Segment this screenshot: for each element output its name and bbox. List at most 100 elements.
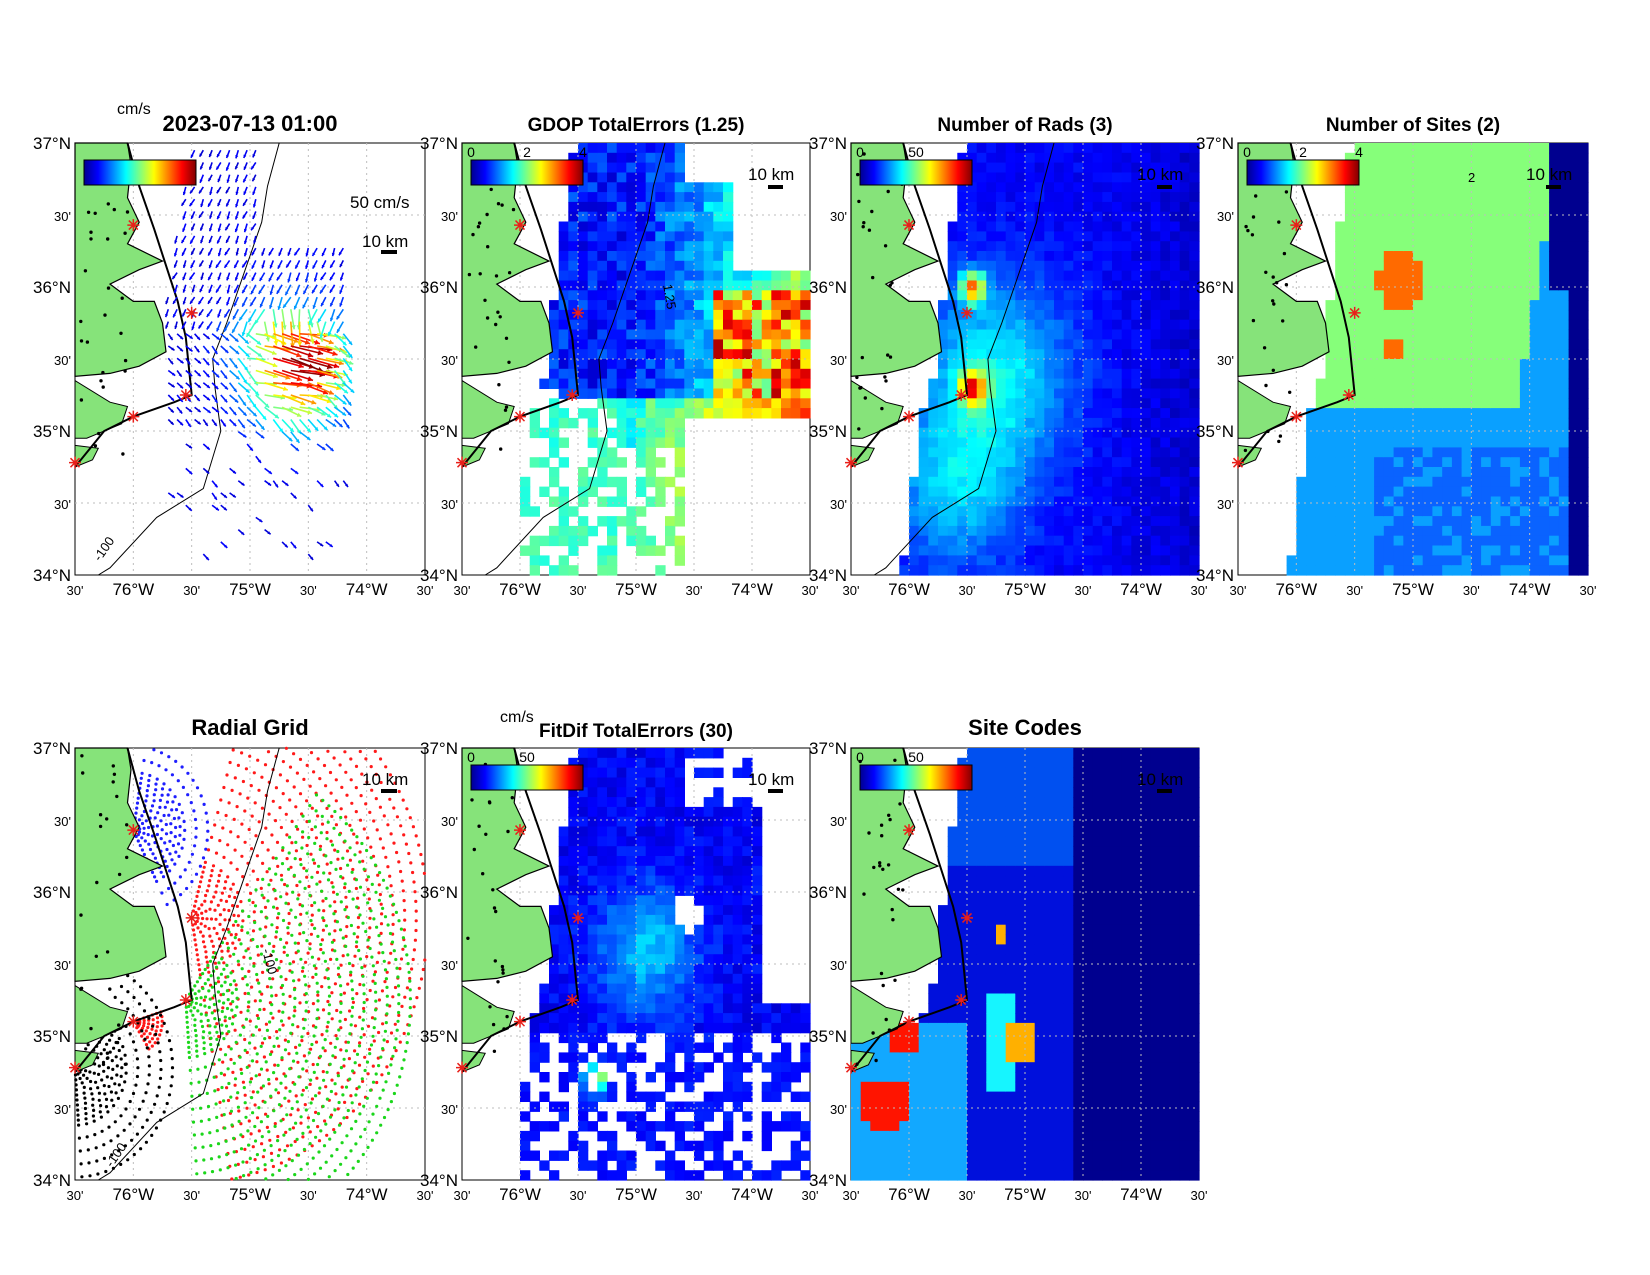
- radial-grid-point: [241, 919, 245, 923]
- radar-site-marker: [179, 994, 192, 1006]
- radial-grid-point: [222, 1001, 226, 1005]
- radial-grid-point: [311, 1024, 316, 1028]
- radial-grid-point: [201, 856, 206, 860]
- radial-grid-point: [326, 820, 330, 824]
- radial-grid-point: [371, 1080, 376, 1084]
- radial-grid-point: [154, 1005, 158, 1010]
- radial-grid-point: [199, 1019, 203, 1023]
- radial-grid-point: [132, 995, 136, 1000]
- radial-grid-point: [273, 1122, 277, 1126]
- latitude-tick-label: 36°N: [420, 883, 458, 902]
- radial-grid-point: [306, 1031, 310, 1036]
- radial-grid-point: [342, 1116, 346, 1120]
- radial-grid-point: [390, 940, 395, 944]
- radial-grid-point: [296, 949, 300, 953]
- radial-grid-point: [76, 1113, 80, 1117]
- radial-grid-point: [292, 979, 296, 983]
- radial-grid-point: [399, 957, 404, 961]
- radial-grid-point: [357, 1063, 362, 1067]
- radial-grid-point: [354, 878, 358, 882]
- radial-grid-point: [288, 765, 293, 769]
- radial-grid-point: [142, 1019, 146, 1023]
- current-vector-head: [209, 166, 212, 170]
- radial-grid-point: [76, 1108, 80, 1112]
- current-vector-head: [196, 349, 200, 353]
- radial-grid-point: [292, 988, 297, 992]
- current-vector-head: [269, 305, 273, 309]
- latitude-tick-label: 30': [54, 1102, 71, 1117]
- radial-grid-point: [388, 773, 392, 777]
- land-mainland: [850, 747, 943, 982]
- rads-colorbar: 0 50: [856, 144, 973, 186]
- radial-grid-point: [279, 1081, 283, 1085]
- radial-grid-point: [155, 824, 159, 828]
- radial-grid-point: [298, 792, 303, 796]
- current-vector-head: [296, 412, 302, 417]
- radial-grid-point: [187, 1045, 191, 1049]
- radial-grid-point: [358, 860, 362, 864]
- radial-grid-point: [285, 779, 289, 783]
- radial-grid-point: [210, 835, 214, 840]
- radial-grid-point: [201, 934, 205, 938]
- current-vector-head: [197, 409, 201, 412]
- radial-grid-point: [144, 1029, 148, 1033]
- radial-grid-point: [142, 831, 146, 835]
- radial-grid-point: [274, 1088, 278, 1092]
- radial-grid-point: [156, 1037, 160, 1041]
- radial-grid-point: [220, 1023, 224, 1027]
- radial-grid-point: [376, 1056, 380, 1060]
- radial-grid-point: [299, 912, 303, 916]
- radar-site-marker: [185, 306, 198, 319]
- radial-grid-point: [242, 1174, 246, 1178]
- current-vector-head: [226, 203, 229, 207]
- radial-grid-point: [316, 1062, 320, 1067]
- radial-grid-point: [324, 854, 328, 858]
- radial-grid-point: [328, 1137, 332, 1141]
- radial-grid-point: [165, 1030, 169, 1034]
- radial-grid-point: [380, 912, 384, 916]
- radial-grid-point: [381, 1047, 385, 1051]
- current-vector-head: [198, 325, 202, 329]
- radial-grid-point: [265, 962, 269, 966]
- radial-grid-point: [140, 836, 144, 840]
- radial-grid-point: [245, 1050, 249, 1055]
- radial-grid-point: [358, 1041, 362, 1045]
- longitude-tick-label: 75°W: [1004, 580, 1046, 599]
- current-vector-head: [200, 166, 203, 170]
- current-vector-head: [214, 399, 218, 403]
- radial-grid-point: [121, 1045, 125, 1049]
- radial-grid-point: [271, 949, 275, 954]
- radial-grid-point: [362, 1006, 366, 1011]
- radial-grid-point: [290, 970, 294, 974]
- radial-grid-point: [239, 900, 243, 904]
- radial-grid-point: [136, 839, 140, 843]
- radial-grid-point: [204, 1013, 208, 1017]
- longitude-tick-label: 30': [843, 1188, 860, 1203]
- radial-grid-point: [229, 1095, 233, 1099]
- radial-grid-point: [228, 760, 232, 765]
- radial-grid-point: [306, 1125, 310, 1129]
- radial-grid-point: [194, 1001, 198, 1005]
- radial-grid-point: [195, 1054, 199, 1058]
- radial-grid-point: [240, 822, 244, 826]
- radial-grid-point: [201, 986, 205, 991]
- radial-grid-point: [344, 822, 348, 826]
- current-vector-head: [244, 339, 249, 344]
- radial-grid-point: [355, 835, 359, 839]
- current-vector-head: [208, 300, 211, 304]
- radial-grid-point: [281, 1001, 285, 1005]
- radial-grid-point: [102, 1069, 106, 1073]
- radial-grid-point: [139, 1147, 143, 1151]
- radial-grid-point: [83, 1096, 87, 1100]
- radial-grid-point: [338, 833, 342, 837]
- radial-grid-point: [269, 1144, 273, 1148]
- radial-grid-point: [350, 979, 354, 983]
- radial-grid-point: [385, 1003, 389, 1007]
- radial-grid-point: [307, 1051, 311, 1055]
- radial-grid-point: [193, 844, 197, 848]
- radial-grid-point: [267, 942, 271, 946]
- radial-grid-point: [292, 752, 296, 756]
- radial-grid-point: [248, 754, 252, 758]
- radial-grid-point: [309, 1101, 313, 1105]
- radial-grid-point: [386, 923, 390, 927]
